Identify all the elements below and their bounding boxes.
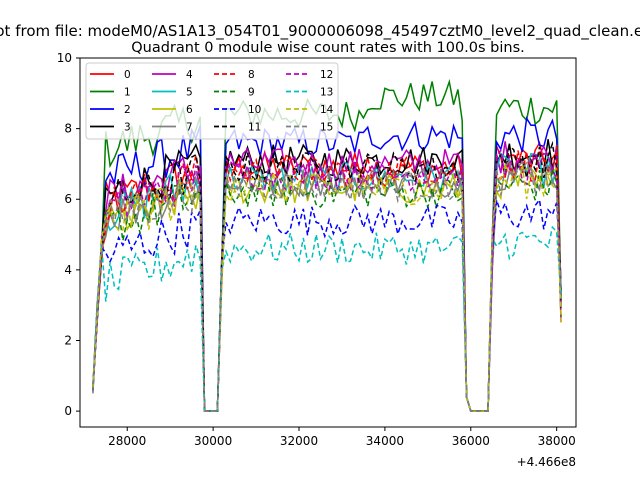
legend-label-7: 7 — [186, 122, 193, 134]
x-tick-label: 28000 — [108, 434, 146, 448]
legend-label-3: 3 — [124, 122, 131, 134]
y-tick-label: 6 — [64, 192, 72, 206]
axes-frame — [79, 57, 577, 428]
legend-label-15: 15 — [320, 122, 333, 134]
legend-box — [85, 62, 339, 140]
legend-label-12: 12 — [320, 69, 333, 81]
legend-label-14: 14 — [320, 104, 334, 116]
y-tick-label: 0 — [64, 404, 72, 418]
x-tick-label: 38000 — [538, 434, 576, 448]
series-line-15 — [92, 159, 562, 412]
series-layer — [92, 78, 562, 412]
y-axis: 0 2 4 6 8 10 — [57, 51, 80, 418]
legend-label-2: 2 — [124, 104, 131, 116]
legend-label-0: 0 — [124, 69, 131, 81]
legend-label-10: 10 — [248, 104, 261, 116]
legend-label-9: 9 — [248, 87, 255, 99]
legend-label-4: 4 — [186, 69, 193, 81]
y-tick-label: 8 — [64, 122, 72, 136]
legend-label-11: 11 — [248, 122, 261, 134]
x-tick-label: 36000 — [452, 434, 490, 448]
chart-title: Quadrant 0 module wise count rates with … — [131, 40, 525, 56]
legend-label-5: 5 — [186, 87, 193, 99]
series-line-14 — [92, 164, 562, 412]
x-tick-label: 30000 — [194, 434, 232, 448]
x-tick-label: 32000 — [280, 434, 318, 448]
figure-suptitle: Plot from file: modeM0/AS1A13_054T01_900… — [0, 22, 640, 41]
x-tick-label: 34000 — [366, 434, 404, 448]
legend-label-6: 6 — [186, 104, 193, 116]
x-axis: 28000 30000 32000 34000 36000 38000 — [108, 427, 576, 448]
x-offset-label: +4.466e8 — [517, 455, 576, 469]
series-line-9 — [92, 169, 562, 412]
y-tick-label: 10 — [57, 51, 72, 65]
legend-label-1: 1 — [124, 87, 131, 99]
legend-label-13: 13 — [320, 87, 333, 99]
y-tick-label: 4 — [64, 263, 72, 277]
y-tick-label: 2 — [64, 333, 72, 347]
legend-label-8: 8 — [248, 69, 255, 81]
